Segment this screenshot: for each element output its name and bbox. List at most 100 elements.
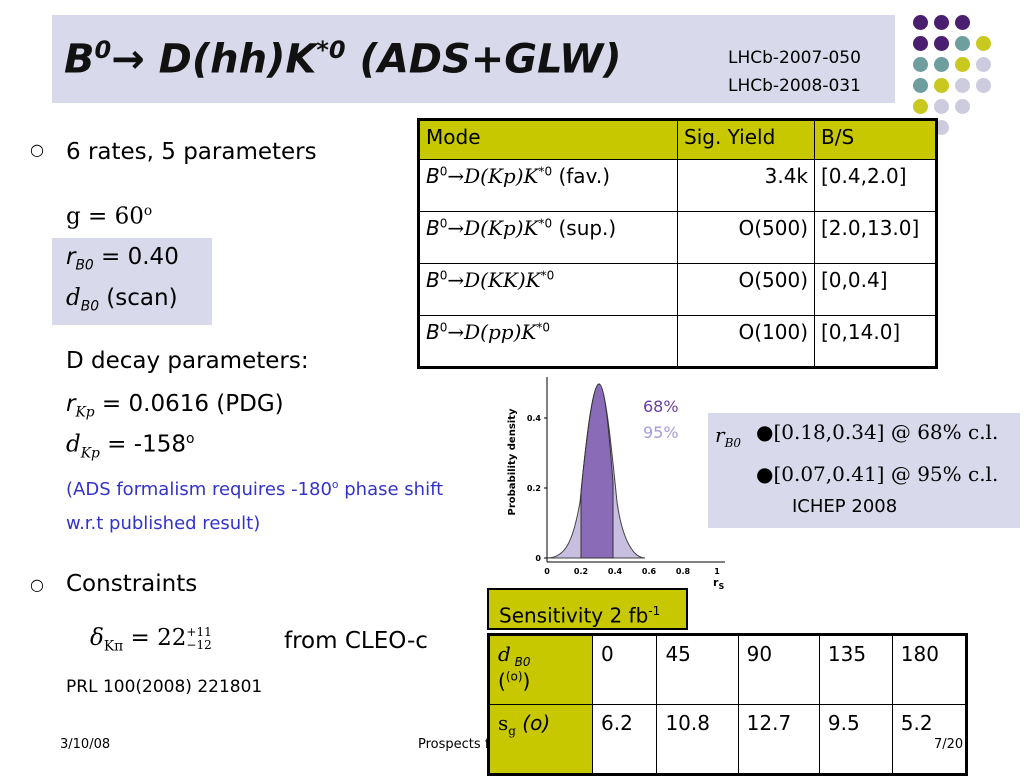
dot — [934, 36, 949, 51]
x-tick-label: 1 — [714, 567, 720, 576]
text: B — [426, 164, 440, 188]
text: B0 — [510, 655, 531, 669]
bullet: ○ — [30, 140, 44, 159]
text: *0 — [538, 216, 553, 231]
dot — [913, 78, 928, 93]
text: dKp = -158o — [66, 431, 194, 461]
column-cell: 90 — [737, 634, 820, 705]
dot — [913, 15, 928, 30]
text: →D(KK)K — [447, 268, 541, 292]
value-cell: 12.7 — [737, 704, 820, 775]
yield-cell: 3.4k — [677, 159, 815, 212]
dot — [934, 15, 949, 30]
text: →D(Kp)K — [447, 216, 539, 240]
text: ●[0.18,0.34] @ 68% c.l. — [756, 420, 999, 444]
yield-cell: O(500) — [677, 263, 815, 316]
header-cell: B/S — [814, 119, 937, 160]
text: Sensitivity 2 fb — [499, 603, 649, 628]
text: −12 — [186, 638, 212, 652]
title: B0→ D(hh)K*0 (ADS+GLW) — [64, 36, 622, 82]
text: rB0 = 0.40 — [66, 244, 179, 274]
dot — [955, 99, 970, 114]
text: r — [66, 391, 76, 417]
text: d — [66, 431, 81, 458]
text: +11 — [186, 625, 212, 639]
footer: 7/20 — [934, 737, 964, 752]
x-tick-label: 0 — [544, 567, 550, 576]
column-cell: 45 — [656, 634, 739, 705]
legend: 95% — [643, 423, 679, 442]
mode-cell: B0→D(Kp)K*0 (fav.) — [418, 159, 678, 212]
bs-cell: [2.0,13.0] — [814, 211, 937, 264]
formula: δKπ = 22+11 −12 — [90, 625, 212, 655]
text: o — [331, 478, 339, 491]
mode-cell: B0→D(Kp)K*0 (sup.) — [418, 211, 678, 264]
text: →D(Kp)K — [447, 164, 539, 188]
text: ICHEP 2008 — [792, 496, 898, 517]
ref: LHCb-2008-031 — [728, 76, 861, 96]
dot — [913, 57, 928, 72]
x-tick-label: 0.4 — [608, 567, 623, 576]
text: g = 60o — [66, 203, 152, 230]
text: 6 rates, 5 parameters — [66, 139, 317, 165]
table-row: B0→D(KK)K*0 O(500) [0,0.4] — [418, 263, 937, 316]
text: = 0.0616 (PDG) — [94, 391, 284, 417]
value-cell: 10.8 — [656, 704, 739, 775]
dot — [934, 57, 949, 72]
yield-cell: O(500) — [677, 211, 815, 264]
dot — [913, 36, 928, 51]
text: rB0 — [715, 423, 741, 450]
table-row: B0→D(Kp)K*0 (fav.) 3.4k [0.4,2.0] — [418, 159, 937, 212]
value-cell: 9.5 — [818, 704, 893, 775]
text: dB0 (scan) — [66, 285, 178, 315]
x-tick-label: 0.6 — [642, 567, 657, 576]
column-cell: 135 — [818, 634, 893, 705]
mode-table: Mode Sig. Yield B/S B0→D(Kp)K*0 (fav.) 3.4k… — [417, 118, 938, 369]
mode-cell: B0→D(KK)K*0 — [418, 263, 678, 316]
title-part: → D(hh)K — [111, 36, 317, 83]
column-cell: 180 — [891, 634, 968, 705]
text: 0 — [439, 268, 448, 283]
text: o — [185, 431, 195, 447]
text: B — [426, 320, 440, 344]
text: phase shift w.r.t published result) — [66, 479, 444, 534]
dot — [934, 99, 949, 114]
header-cell: Mode — [418, 119, 678, 160]
ref: LHCb-2007-050 — [728, 48, 861, 68]
text: 0 — [439, 164, 448, 179]
text: o — [143, 203, 153, 219]
text: (sup.) — [552, 216, 617, 240]
sens-table: d B0 ((o)) 0 45 90 135 180 sg (o) 6.2 10.8 12.7 9.… — [487, 633, 968, 776]
curve-68 — [580, 383, 614, 559]
column-cell: 0 — [591, 634, 658, 705]
dot — [976, 78, 991, 93]
text: -1 — [648, 604, 661, 618]
text: r — [713, 576, 719, 589]
text: PRL 100(2008) 221801 — [66, 677, 263, 697]
text: ●[0.07,0.41] @ 95% c.l. — [756, 462, 999, 486]
dot — [913, 99, 928, 114]
text: r — [66, 244, 76, 270]
table-row: B0→D(Kp)K*0 (sup.) O(500) [2.0,13.0] — [418, 211, 937, 264]
result-box — [708, 413, 1020, 528]
text: d — [498, 642, 511, 666]
text: (scan) — [98, 285, 178, 311]
text: →D(pp)K — [447, 320, 537, 344]
sens-title: Sensitivity 2 fb-1 — [487, 588, 688, 630]
text: g — [508, 724, 516, 738]
text: 0 — [439, 216, 448, 231]
text: 0 — [439, 320, 448, 335]
title-part: 0 — [94, 36, 112, 64]
text: s — [498, 711, 509, 735]
text: S — [718, 582, 724, 591]
mode-cell: B0→D(pp)K*0 — [418, 315, 678, 368]
param-box — [52, 238, 212, 325]
text: *0 — [536, 320, 550, 335]
text: Kp — [75, 404, 95, 421]
title-box — [52, 15, 895, 103]
bs-cell: [0,14.0] — [814, 315, 937, 368]
bullet: ○ — [30, 575, 44, 594]
text: *0 — [538, 164, 553, 179]
text: g = 60 — [66, 203, 144, 230]
